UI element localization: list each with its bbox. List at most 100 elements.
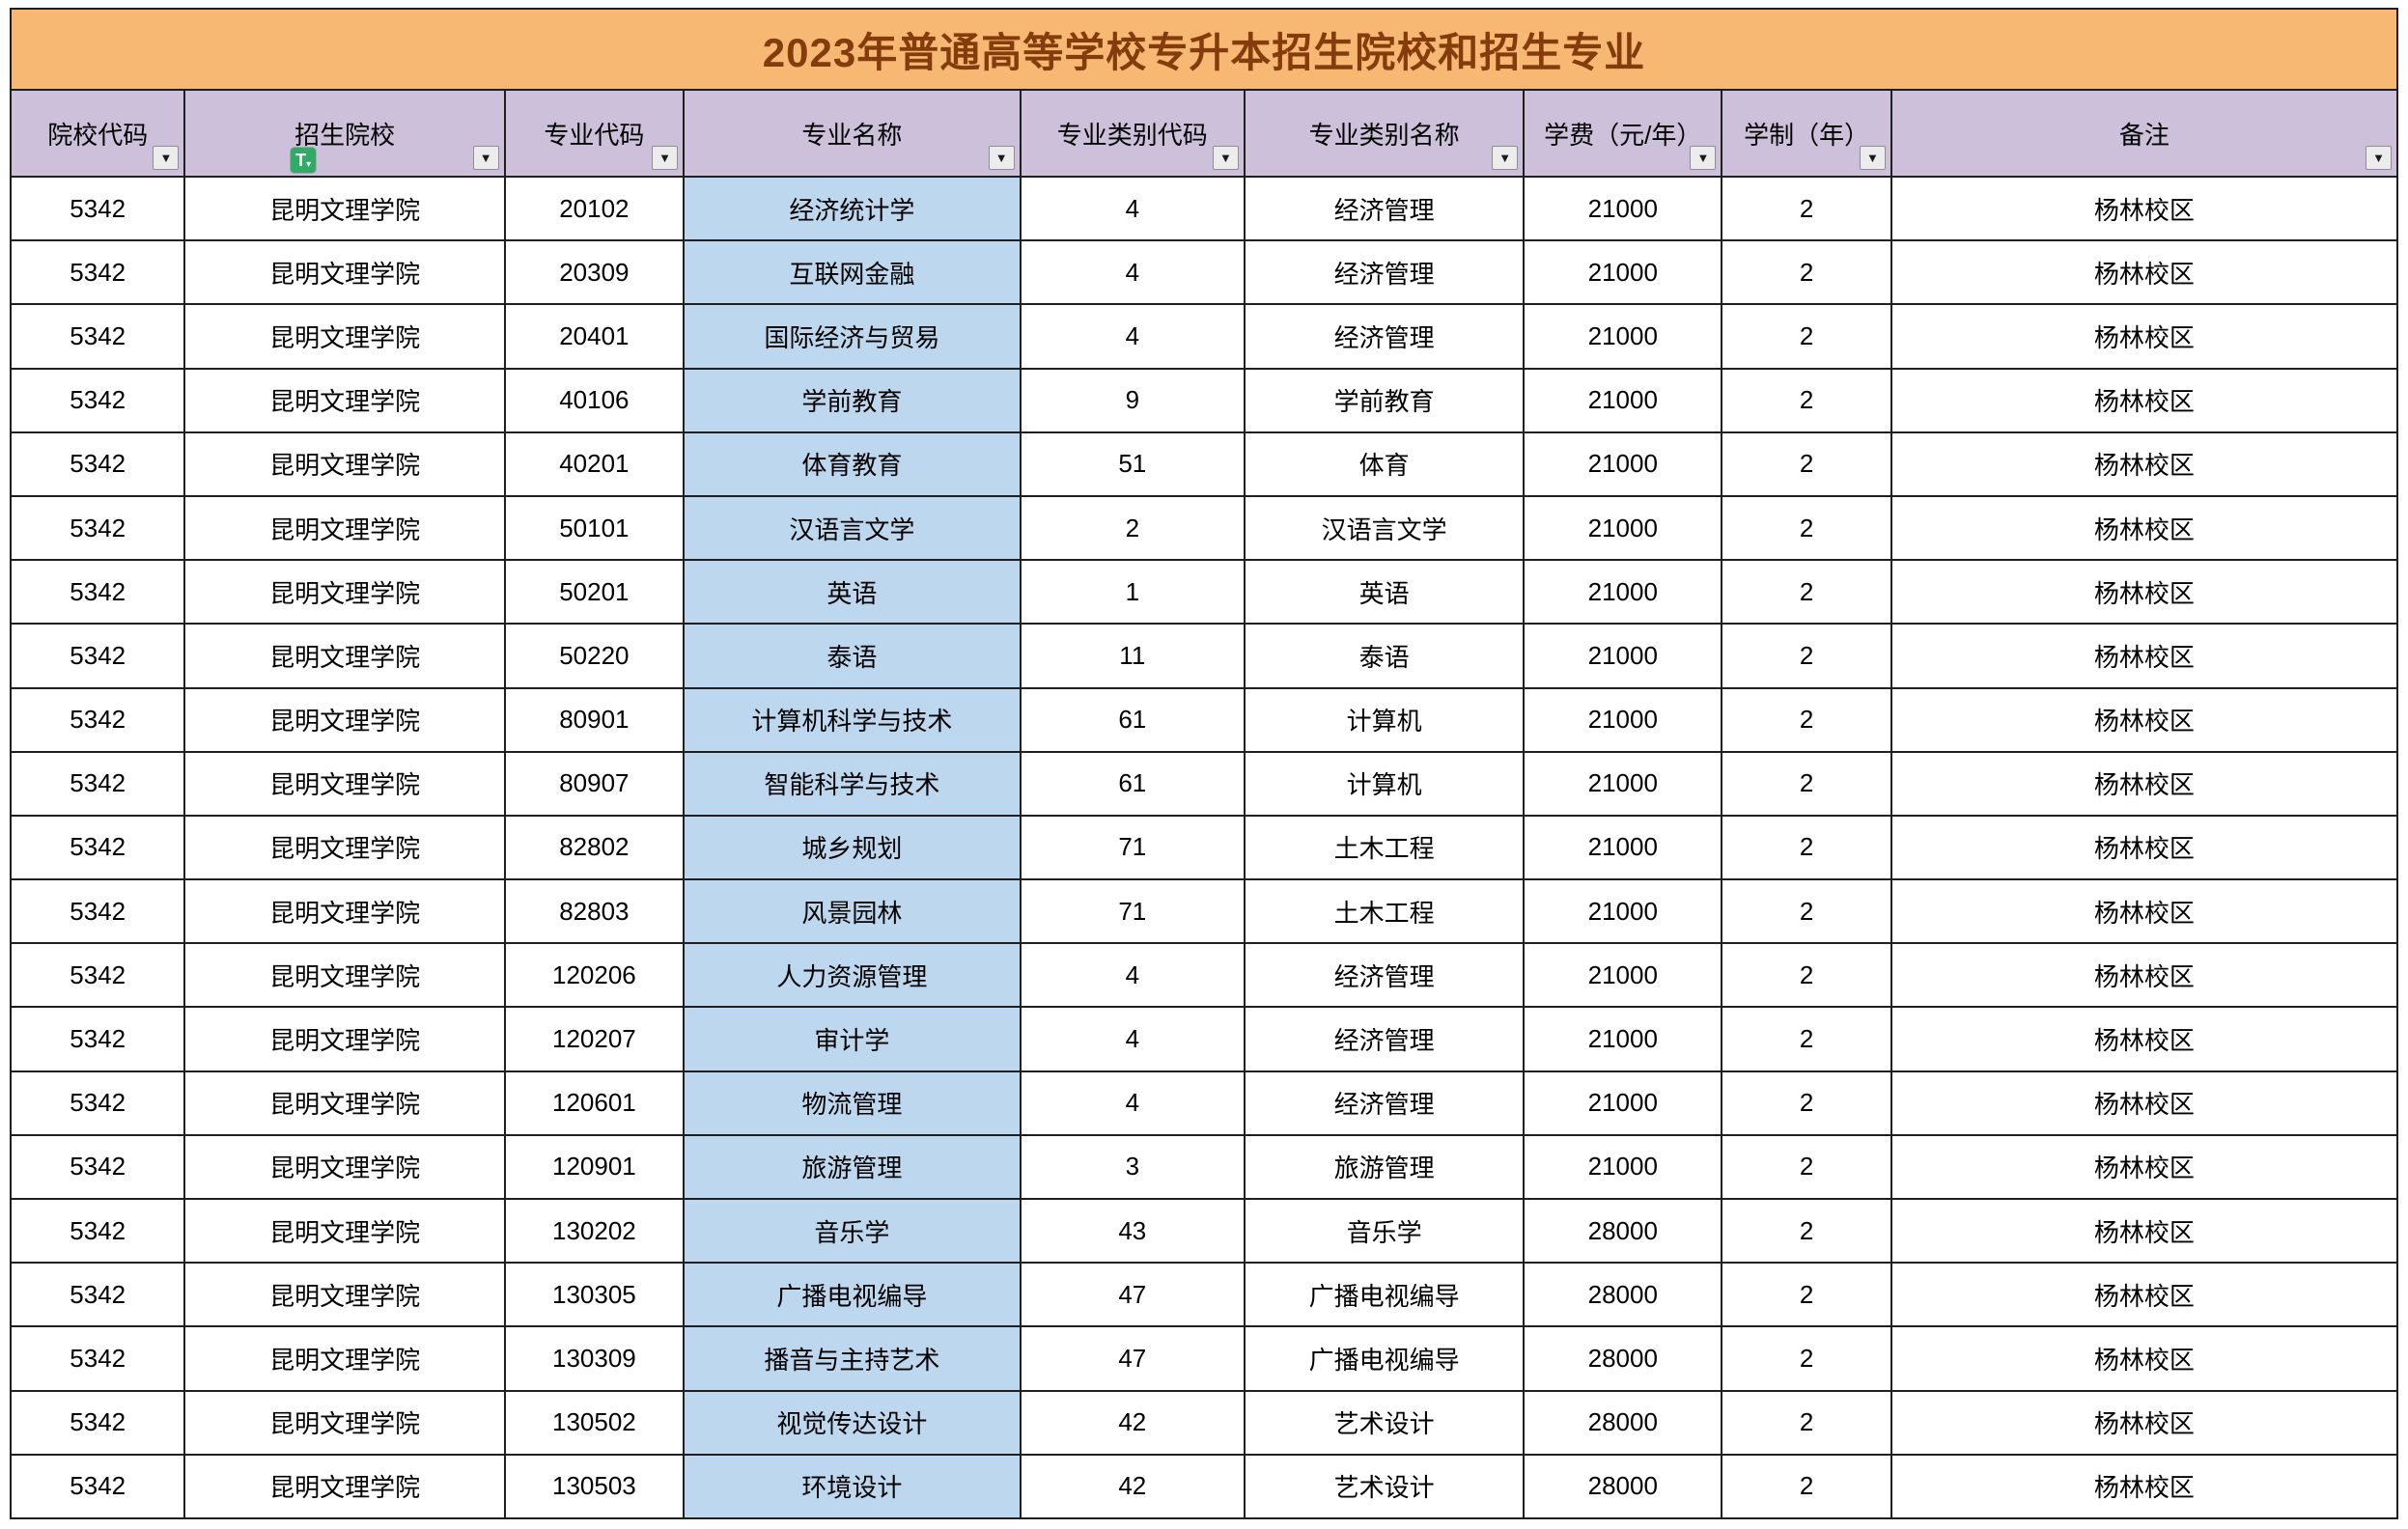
cell-category_name[interactable]: 泰语: [1243, 623, 1526, 689]
cell-category_code[interactable]: 4: [1019, 303, 1246, 370]
green-t-badge-icon[interactable]: T ▾: [291, 148, 317, 173]
cell-duration[interactable]: 2: [1721, 1197, 1892, 1265]
cell-tuition[interactable]: 21000: [1523, 814, 1723, 881]
cell-major_name[interactable]: 物流管理: [683, 1070, 1022, 1136]
cell-school_code[interactable]: 5342: [9, 686, 186, 753]
cell-remarks[interactable]: 杨林校区: [1890, 878, 2399, 945]
col-header-duration[interactable]: 学制（年） ▼: [1721, 89, 1892, 178]
cell-school_code[interactable]: 5342: [9, 1197, 186, 1265]
cell-category_code[interactable]: 47: [1019, 1262, 1246, 1328]
cell-category_code[interactable]: 3: [1019, 1133, 1246, 1201]
cell-school_code[interactable]: 5342: [9, 1389, 186, 1456]
cell-category_code[interactable]: 4: [1019, 942, 1246, 1009]
cell-school_code[interactable]: 5342: [9, 559, 186, 626]
cell-major_code[interactable]: 130202: [503, 1197, 686, 1265]
cell-major_code[interactable]: 40106: [503, 367, 686, 433]
cell-category_name[interactable]: 经济管理: [1243, 942, 1526, 1009]
cell-school_name[interactable]: 昆明文理学院: [183, 623, 506, 689]
cell-tuition[interactable]: 28000: [1523, 1453, 1723, 1520]
filter-dropdown-icon[interactable]: ▼: [472, 146, 499, 170]
cell-category_name[interactable]: 音乐学: [1243, 1197, 1526, 1265]
cell-category_name[interactable]: 艺术设计: [1243, 1389, 1526, 1456]
cell-major_code[interactable]: 20401: [503, 303, 686, 370]
filter-dropdown-icon[interactable]: ▼: [2366, 146, 2392, 170]
cell-school_code[interactable]: 5342: [9, 1262, 186, 1328]
cell-school_code[interactable]: 5342: [9, 431, 186, 497]
cell-school_code[interactable]: 5342: [9, 494, 186, 562]
cell-remarks[interactable]: 杨林校区: [1890, 686, 2399, 753]
col-header-category-code[interactable]: 专业类别代码 ▼: [1019, 89, 1246, 178]
cell-school_name[interactable]: 昆明文理学院: [183, 431, 506, 497]
cell-tuition[interactable]: 21000: [1523, 494, 1723, 562]
filter-dropdown-icon[interactable]: ▼: [652, 146, 679, 170]
cell-major_name[interactable]: 环境设计: [683, 1453, 1022, 1520]
cell-major_code[interactable]: 120207: [503, 1006, 686, 1072]
cell-duration[interactable]: 2: [1721, 1453, 1892, 1520]
cell-category_code[interactable]: 4: [1019, 1070, 1246, 1136]
cell-tuition[interactable]: 21000: [1523, 942, 1723, 1009]
cell-major_name[interactable]: 视觉传达设计: [683, 1389, 1022, 1456]
cell-category_code[interactable]: 51: [1019, 431, 1246, 497]
cell-major_code[interactable]: 80907: [503, 750, 686, 817]
col-header-remarks[interactable]: 备注 ▼: [1890, 89, 2399, 178]
cell-category_name[interactable]: 汉语言文学: [1243, 494, 1526, 562]
cell-duration[interactable]: 2: [1721, 623, 1892, 689]
cell-category_name[interactable]: 土木工程: [1243, 878, 1526, 945]
filter-dropdown-icon[interactable]: ▼: [1212, 146, 1239, 170]
cell-tuition[interactable]: 21000: [1523, 686, 1723, 753]
cell-category_name[interactable]: 旅游管理: [1243, 1133, 1526, 1201]
cell-major_code[interactable]: 20102: [503, 175, 686, 242]
cell-major_name[interactable]: 风景园林: [683, 878, 1022, 945]
cell-tuition[interactable]: 21000: [1523, 431, 1723, 497]
cell-school_code[interactable]: 5342: [9, 239, 186, 306]
cell-remarks[interactable]: 杨林校区: [1890, 1133, 2399, 1201]
cell-major_code[interactable]: 82803: [503, 878, 686, 945]
cell-school_code[interactable]: 5342: [9, 367, 186, 433]
cell-major_name[interactable]: 人力资源管理: [683, 942, 1022, 1009]
cell-school_name[interactable]: 昆明文理学院: [183, 942, 506, 1009]
cell-remarks[interactable]: 杨林校区: [1890, 1389, 2399, 1456]
cell-duration[interactable]: 2: [1721, 814, 1892, 881]
cell-remarks[interactable]: 杨林校区: [1890, 494, 2399, 562]
cell-remarks[interactable]: 杨林校区: [1890, 942, 2399, 1009]
cell-category_code[interactable]: 2: [1019, 494, 1246, 562]
cell-school_name[interactable]: 昆明文理学院: [183, 239, 506, 306]
cell-major_name[interactable]: 音乐学: [683, 1197, 1022, 1265]
cell-school_name[interactable]: 昆明文理学院: [183, 303, 506, 370]
cell-major_code[interactable]: 82802: [503, 814, 686, 881]
cell-school_name[interactable]: 昆明文理学院: [183, 494, 506, 562]
cell-major_name[interactable]: 旅游管理: [683, 1133, 1022, 1201]
cell-category_code[interactable]: 1: [1019, 559, 1246, 626]
cell-category_name[interactable]: 广播电视编导: [1243, 1325, 1526, 1392]
cell-category_code[interactable]: 4: [1019, 175, 1246, 242]
filter-dropdown-icon[interactable]: ▼: [1690, 146, 1717, 170]
cell-tuition[interactable]: 21000: [1523, 1006, 1723, 1072]
cell-major_code[interactable]: 120601: [503, 1070, 686, 1136]
cell-major_name[interactable]: 播音与主持艺术: [683, 1325, 1022, 1392]
filter-dropdown-icon[interactable]: ▼: [153, 146, 180, 170]
cell-duration[interactable]: 2: [1721, 494, 1892, 562]
cell-remarks[interactable]: 杨林校区: [1890, 1453, 2399, 1520]
cell-duration[interactable]: 2: [1721, 686, 1892, 753]
cell-tuition[interactable]: 21000: [1523, 1070, 1723, 1136]
cell-category_code[interactable]: 47: [1019, 1325, 1246, 1392]
cell-tuition[interactable]: 28000: [1523, 1389, 1723, 1456]
cell-remarks[interactable]: 杨林校区: [1890, 239, 2399, 306]
filter-dropdown-icon[interactable]: ▼: [988, 146, 1015, 170]
cell-category_name[interactable]: 经济管理: [1243, 1070, 1526, 1136]
cell-remarks[interactable]: 杨林校区: [1890, 1325, 2399, 1392]
cell-duration[interactable]: 2: [1721, 1133, 1892, 1201]
cell-major_code[interactable]: 40201: [503, 431, 686, 497]
cell-major_name[interactable]: 学前教育: [683, 367, 1022, 433]
cell-tuition[interactable]: 21000: [1523, 303, 1723, 370]
cell-school_code[interactable]: 5342: [9, 942, 186, 1009]
cell-category_name[interactable]: 经济管理: [1243, 239, 1526, 306]
cell-school_name[interactable]: 昆明文理学院: [183, 1197, 506, 1265]
cell-remarks[interactable]: 杨林校区: [1890, 814, 2399, 881]
cell-category_code[interactable]: 4: [1019, 1006, 1246, 1072]
cell-school_name[interactable]: 昆明文理学院: [183, 878, 506, 945]
cell-category_name[interactable]: 学前教育: [1243, 367, 1526, 433]
cell-duration[interactable]: 2: [1721, 1006, 1892, 1072]
cell-category_code[interactable]: 43: [1019, 1197, 1246, 1265]
cell-major_name[interactable]: 汉语言文学: [683, 494, 1022, 562]
